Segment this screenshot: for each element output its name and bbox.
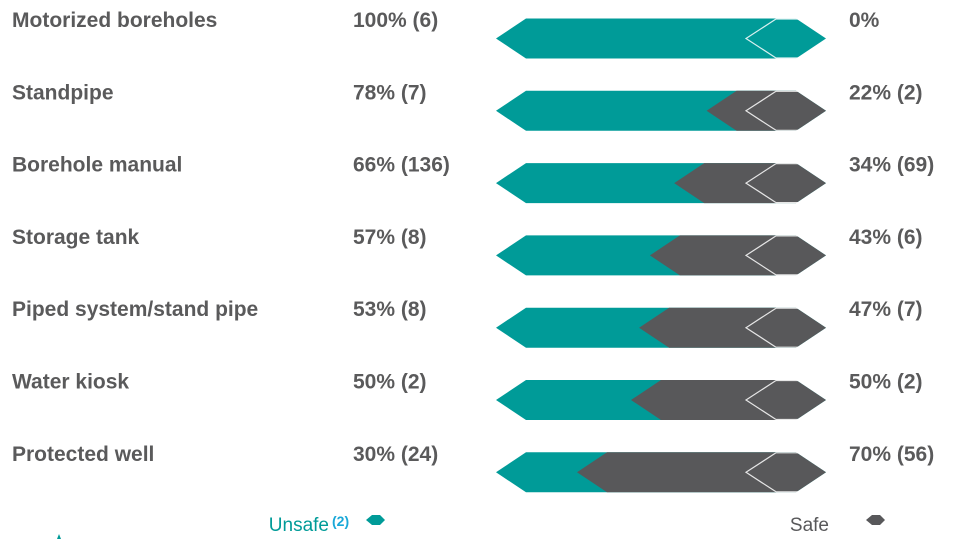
category-label: Protected well [12,443,154,466]
bar-row: Water kiosk 50% (2) 50% (2) [12,371,923,421]
unsafe-value-label: 30% (24) [353,443,438,466]
bar-chevron [744,307,804,348]
unsafe-value-label: 53% (8) [353,298,427,321]
bar-safe [631,380,826,420]
safe-value-label: 70% (56) [849,443,934,466]
legend-label-unsafe: Unsafe [269,515,329,536]
category-label: Standpipe [12,81,114,104]
bar-row: Motorized boreholes 100% (6) 0% [12,9,880,59]
bar-unsafe [496,18,826,59]
bar-row: Storage tank 57% (8) 43% (6) [12,226,923,276]
bar-safe [706,90,826,131]
unsafe-value-label: 78% (7) [353,81,427,104]
legend-label-safe: Safe [790,515,829,536]
bar-safe [577,452,826,493]
unsafe-value-label: 100% (6) [353,9,438,32]
bar-row: Borehole manual 66% (136) 34% (69) [12,154,934,204]
category-label: Motorized boreholes [12,9,217,32]
safe-value-label: 0% [849,9,880,32]
bar-chevron [744,235,804,276]
unsafe-value-label: 57% (8) [353,226,427,249]
unsafe-value-label: 50% (2) [353,371,427,394]
safe-value-label: 22% (2) [849,81,923,104]
bar-row: Protected well 30% (24) 70% (56) [12,443,934,493]
bar-chevron [744,379,804,421]
safe-value-label: 43% (6) [849,226,923,249]
bar-row: Standpipe 78% (7) 22% (2) [12,81,923,131]
category-label: Water kiosk [12,371,129,394]
corner-marker [57,534,61,539]
unsafe-value-label: 66% (136) [353,154,450,177]
category-label: Borehole manual [12,154,182,177]
chart-legend: Unsafe (2) Safe [57,513,885,539]
legend-swatch-safe [866,515,885,525]
safe-value-label: 34% (69) [849,154,934,177]
bar-safe [639,307,826,348]
bar-chevron [744,452,804,493]
category-label: Piped system/stand pipe [12,298,258,321]
bar-safe [674,163,826,204]
legend-swatch-unsafe [366,515,385,525]
bar-row: Piped system/stand pipe 53% (8) 47% (7) [12,298,923,348]
bar-chevron [744,18,804,59]
safe-value-label: 47% (7) [849,298,923,321]
safe-value-label: 50% (2) [849,371,923,394]
chart-rows: Motorized boreholes 100% (6) 0% Standpipe 78… [12,9,934,493]
bar-chevron [744,163,804,204]
bar-chevron [744,90,804,131]
legend-note-unsafe: (2) [332,513,349,529]
bar-safe [649,235,826,276]
category-label: Storage tank [12,226,140,249]
